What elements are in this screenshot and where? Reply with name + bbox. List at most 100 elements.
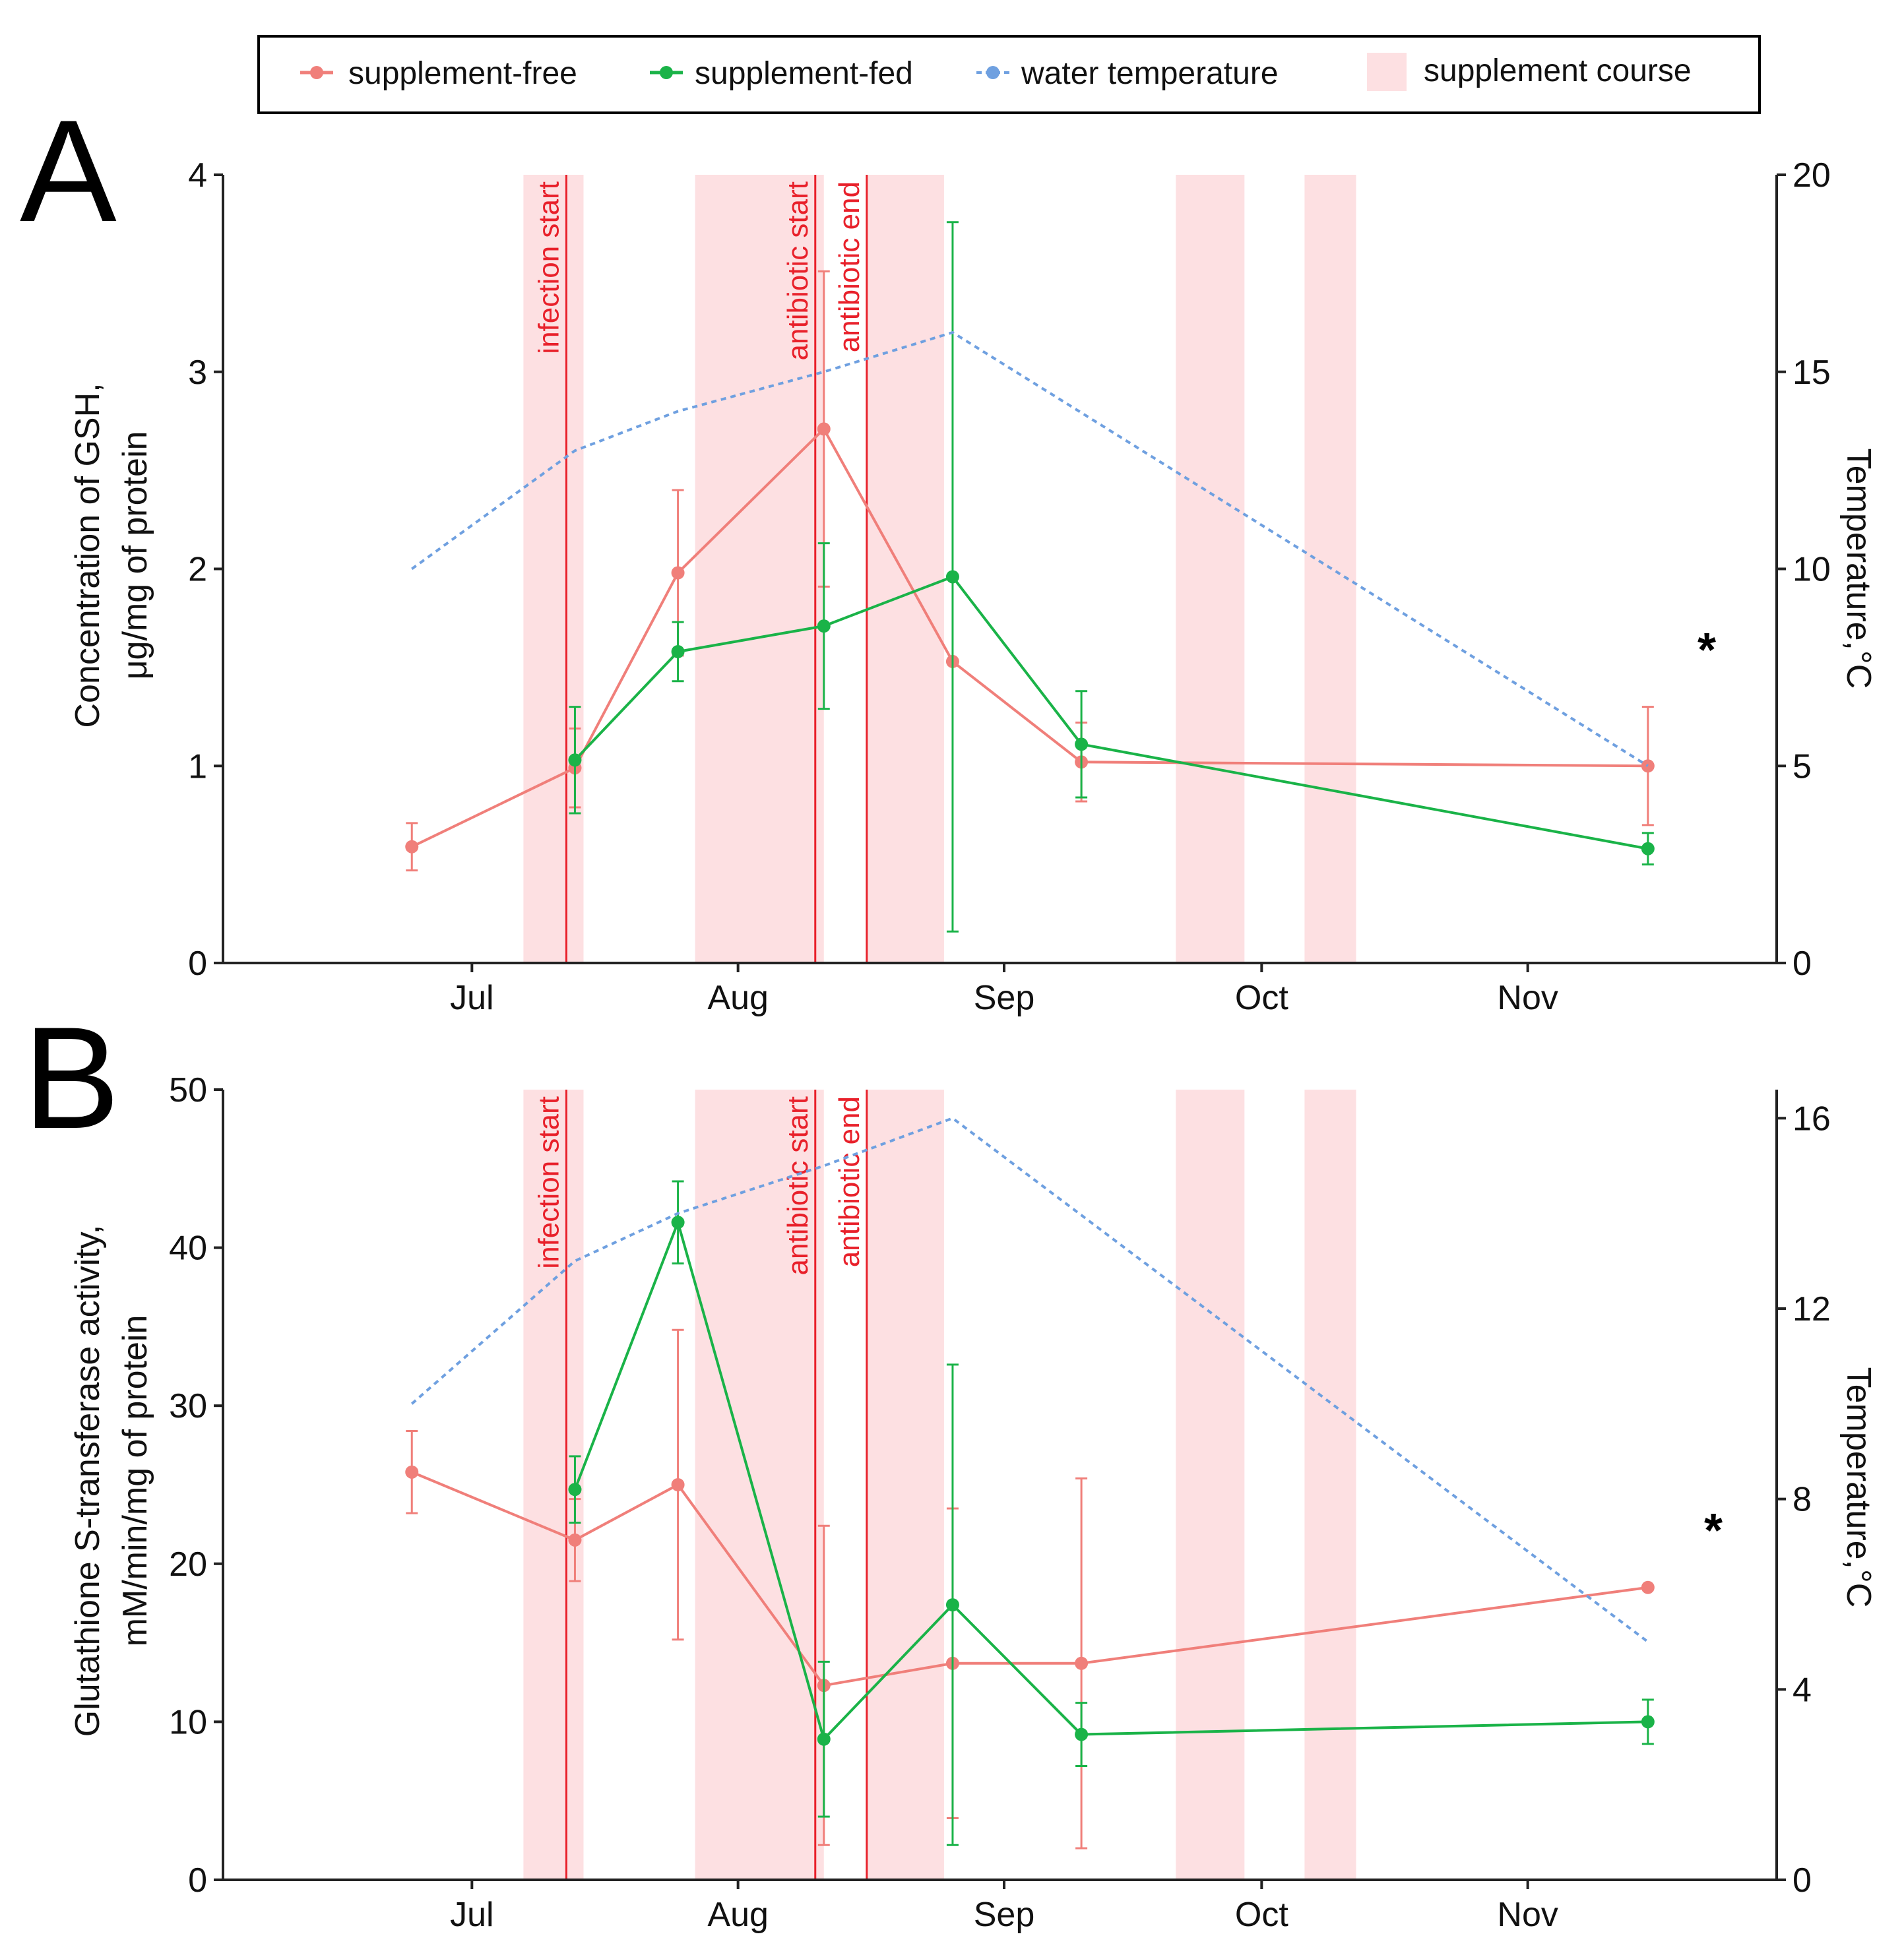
water-temperature-line <box>410 1117 1649 1643</box>
antibiotic-start-label: antibiotic start <box>782 1096 814 1275</box>
significance-star: * <box>1704 1505 1723 1557</box>
legend-swatch-dot <box>986 66 1000 79</box>
supplement-free-point <box>568 1533 582 1547</box>
x-tick-label: Nov <box>1497 979 1558 1017</box>
supplement-free-line <box>411 427 1648 848</box>
y-tick-label: 40 <box>169 1229 207 1268</box>
legend-label: supplement-free <box>348 56 577 91</box>
legend-swatch-box <box>1367 53 1407 91</box>
supplement-course-band-4 <box>1176 175 1245 963</box>
supplement-course-band-3 <box>866 175 944 963</box>
panel-letter-b: B <box>23 997 120 1159</box>
y-axis-title-line1: Concentration of GSH, <box>69 383 107 728</box>
supplement-fed-line <box>573 1218 1648 1742</box>
supplement-free-point <box>1075 1656 1089 1670</box>
infection-start-label: infection start <box>532 1096 565 1269</box>
x-tick-label: Oct <box>1235 979 1288 1017</box>
antibiotic-start-label: antibiotic start <box>782 181 814 360</box>
legend-item-supplement-course: supplement course <box>1367 53 1692 91</box>
supplement-course-bands <box>523 175 1356 963</box>
supplement-free-point <box>671 566 685 580</box>
supplement-fed-point <box>1641 1715 1655 1729</box>
antibiotic-end-label: antibiotic end <box>833 1096 866 1267</box>
antibiotic-end-label: antibiotic end <box>833 181 866 352</box>
x-tick-label: Aug <box>707 979 769 1017</box>
y-tick-label: 50 <box>169 1071 207 1109</box>
supplement-course-band-3 <box>866 1090 944 1880</box>
water-temperature-line <box>411 330 1649 767</box>
y-axis-title-line2: μg/mg of protein <box>116 431 154 680</box>
x-tick-label: Sep <box>974 979 1035 1017</box>
legend-swatch-dot <box>660 66 673 79</box>
supplement-course-band-2 <box>695 1090 824 1880</box>
legend-item-water-temperature: water temperature <box>976 56 1279 91</box>
supplement-free-point <box>817 422 831 436</box>
supplement-free-point <box>405 840 419 854</box>
supplement-fed-point <box>671 1216 685 1229</box>
y2-tick-label: 10 <box>1793 551 1831 589</box>
supplement-free-point <box>1641 1580 1655 1594</box>
x-tick-label: Aug <box>707 1896 769 1934</box>
infection-start-label: infection start <box>532 181 565 354</box>
y2-tick-label: 8 <box>1793 1481 1812 1519</box>
supplement-fed-point <box>817 619 831 633</box>
y-tick-label: 30 <box>169 1387 207 1425</box>
legend-item-supplement-fed: supplement-fed <box>650 56 913 91</box>
y2-tick-label: 0 <box>1793 945 1812 983</box>
y2-tick-label: 15 <box>1793 354 1831 392</box>
y-tick-label: 10 <box>169 1703 207 1741</box>
panel-b: infection start antibiotic start antibioti… <box>69 1071 1878 1934</box>
series <box>405 1117 1655 1849</box>
supplement-free-line <box>411 1470 1649 1687</box>
y2-tick-label: 0 <box>1793 1861 1812 1900</box>
x-tick-label: Jul <box>450 1896 493 1934</box>
y-tick-label: 2 <box>188 551 207 589</box>
series <box>405 221 1655 933</box>
supplement-course-band-5 <box>1304 1090 1356 1880</box>
x-tick-label: Jul <box>450 979 493 1017</box>
supplement-fed-point <box>568 1483 582 1497</box>
x-tick-label: Sep <box>974 1896 1035 1934</box>
y-tick-label: 0 <box>188 1861 207 1900</box>
y2-tick-label: 5 <box>1793 747 1812 786</box>
axes: 0 10 20 30 40 50 0 4 8 12 16 Jul Aug Sep Oct Nov <box>169 1071 1831 1934</box>
supplement-fed-point <box>1075 737 1089 751</box>
x-tick-label: Oct <box>1235 1896 1288 1934</box>
y-tick-label: 1 <box>188 747 207 786</box>
y-axis-title-line2: mM/min/mg of protein <box>116 1315 154 1647</box>
legend-box <box>257 35 1761 114</box>
axes: 0 1 2 3 4 0 5 10 15 20 Jul Aug Sep Oct Nov <box>188 156 1831 1017</box>
panel-a: infection start antibiotic start antibioti… <box>69 156 1878 1017</box>
supplement-fed-point <box>671 644 685 658</box>
supplement-course-band-2 <box>695 175 824 963</box>
supplement-fed-point <box>945 570 959 584</box>
supplement-fed-point <box>1075 1727 1089 1741</box>
event-lines: infection start antibiotic start antibioti… <box>532 175 868 963</box>
supplement-course-band-4 <box>1176 1090 1245 1880</box>
legend-label: supplement-fed <box>695 56 913 91</box>
panel-letter-a: A <box>20 90 117 252</box>
supplement-course-bands <box>523 1090 1356 1880</box>
supplement-course-band-1 <box>523 175 584 963</box>
supplement-free-point <box>671 1478 685 1491</box>
supplement-fed-point <box>1641 842 1655 855</box>
y-tick-label: 0 <box>188 945 207 983</box>
y-axis-title-line1: Glutathione S-transferase activity, <box>69 1225 107 1737</box>
y2-axis-title: Temperature,°C <box>1839 1367 1878 1608</box>
y2-tick-label: 20 <box>1793 156 1831 195</box>
y2-axis-title: Temperature,°C <box>1839 449 1878 689</box>
y-tick-label: 20 <box>169 1545 207 1584</box>
legend: supplement-free supplement-fed water tem… <box>257 35 1761 114</box>
x-tick-label: Nov <box>1497 1896 1558 1934</box>
y-tick-label: 3 <box>188 354 207 392</box>
supplement-fed-point <box>817 1732 831 1746</box>
y2-tick-label: 4 <box>1793 1671 1812 1709</box>
legend-item-supplement-free: supplement-free <box>300 56 577 91</box>
significance-star: * <box>1698 624 1716 677</box>
legend-label: supplement course <box>1424 53 1692 88</box>
legend-label: water temperature <box>1021 56 1279 91</box>
supplement-free-point <box>405 1465 419 1479</box>
supplement-fed-line <box>574 575 1649 850</box>
supplement-fed-point <box>568 753 582 767</box>
